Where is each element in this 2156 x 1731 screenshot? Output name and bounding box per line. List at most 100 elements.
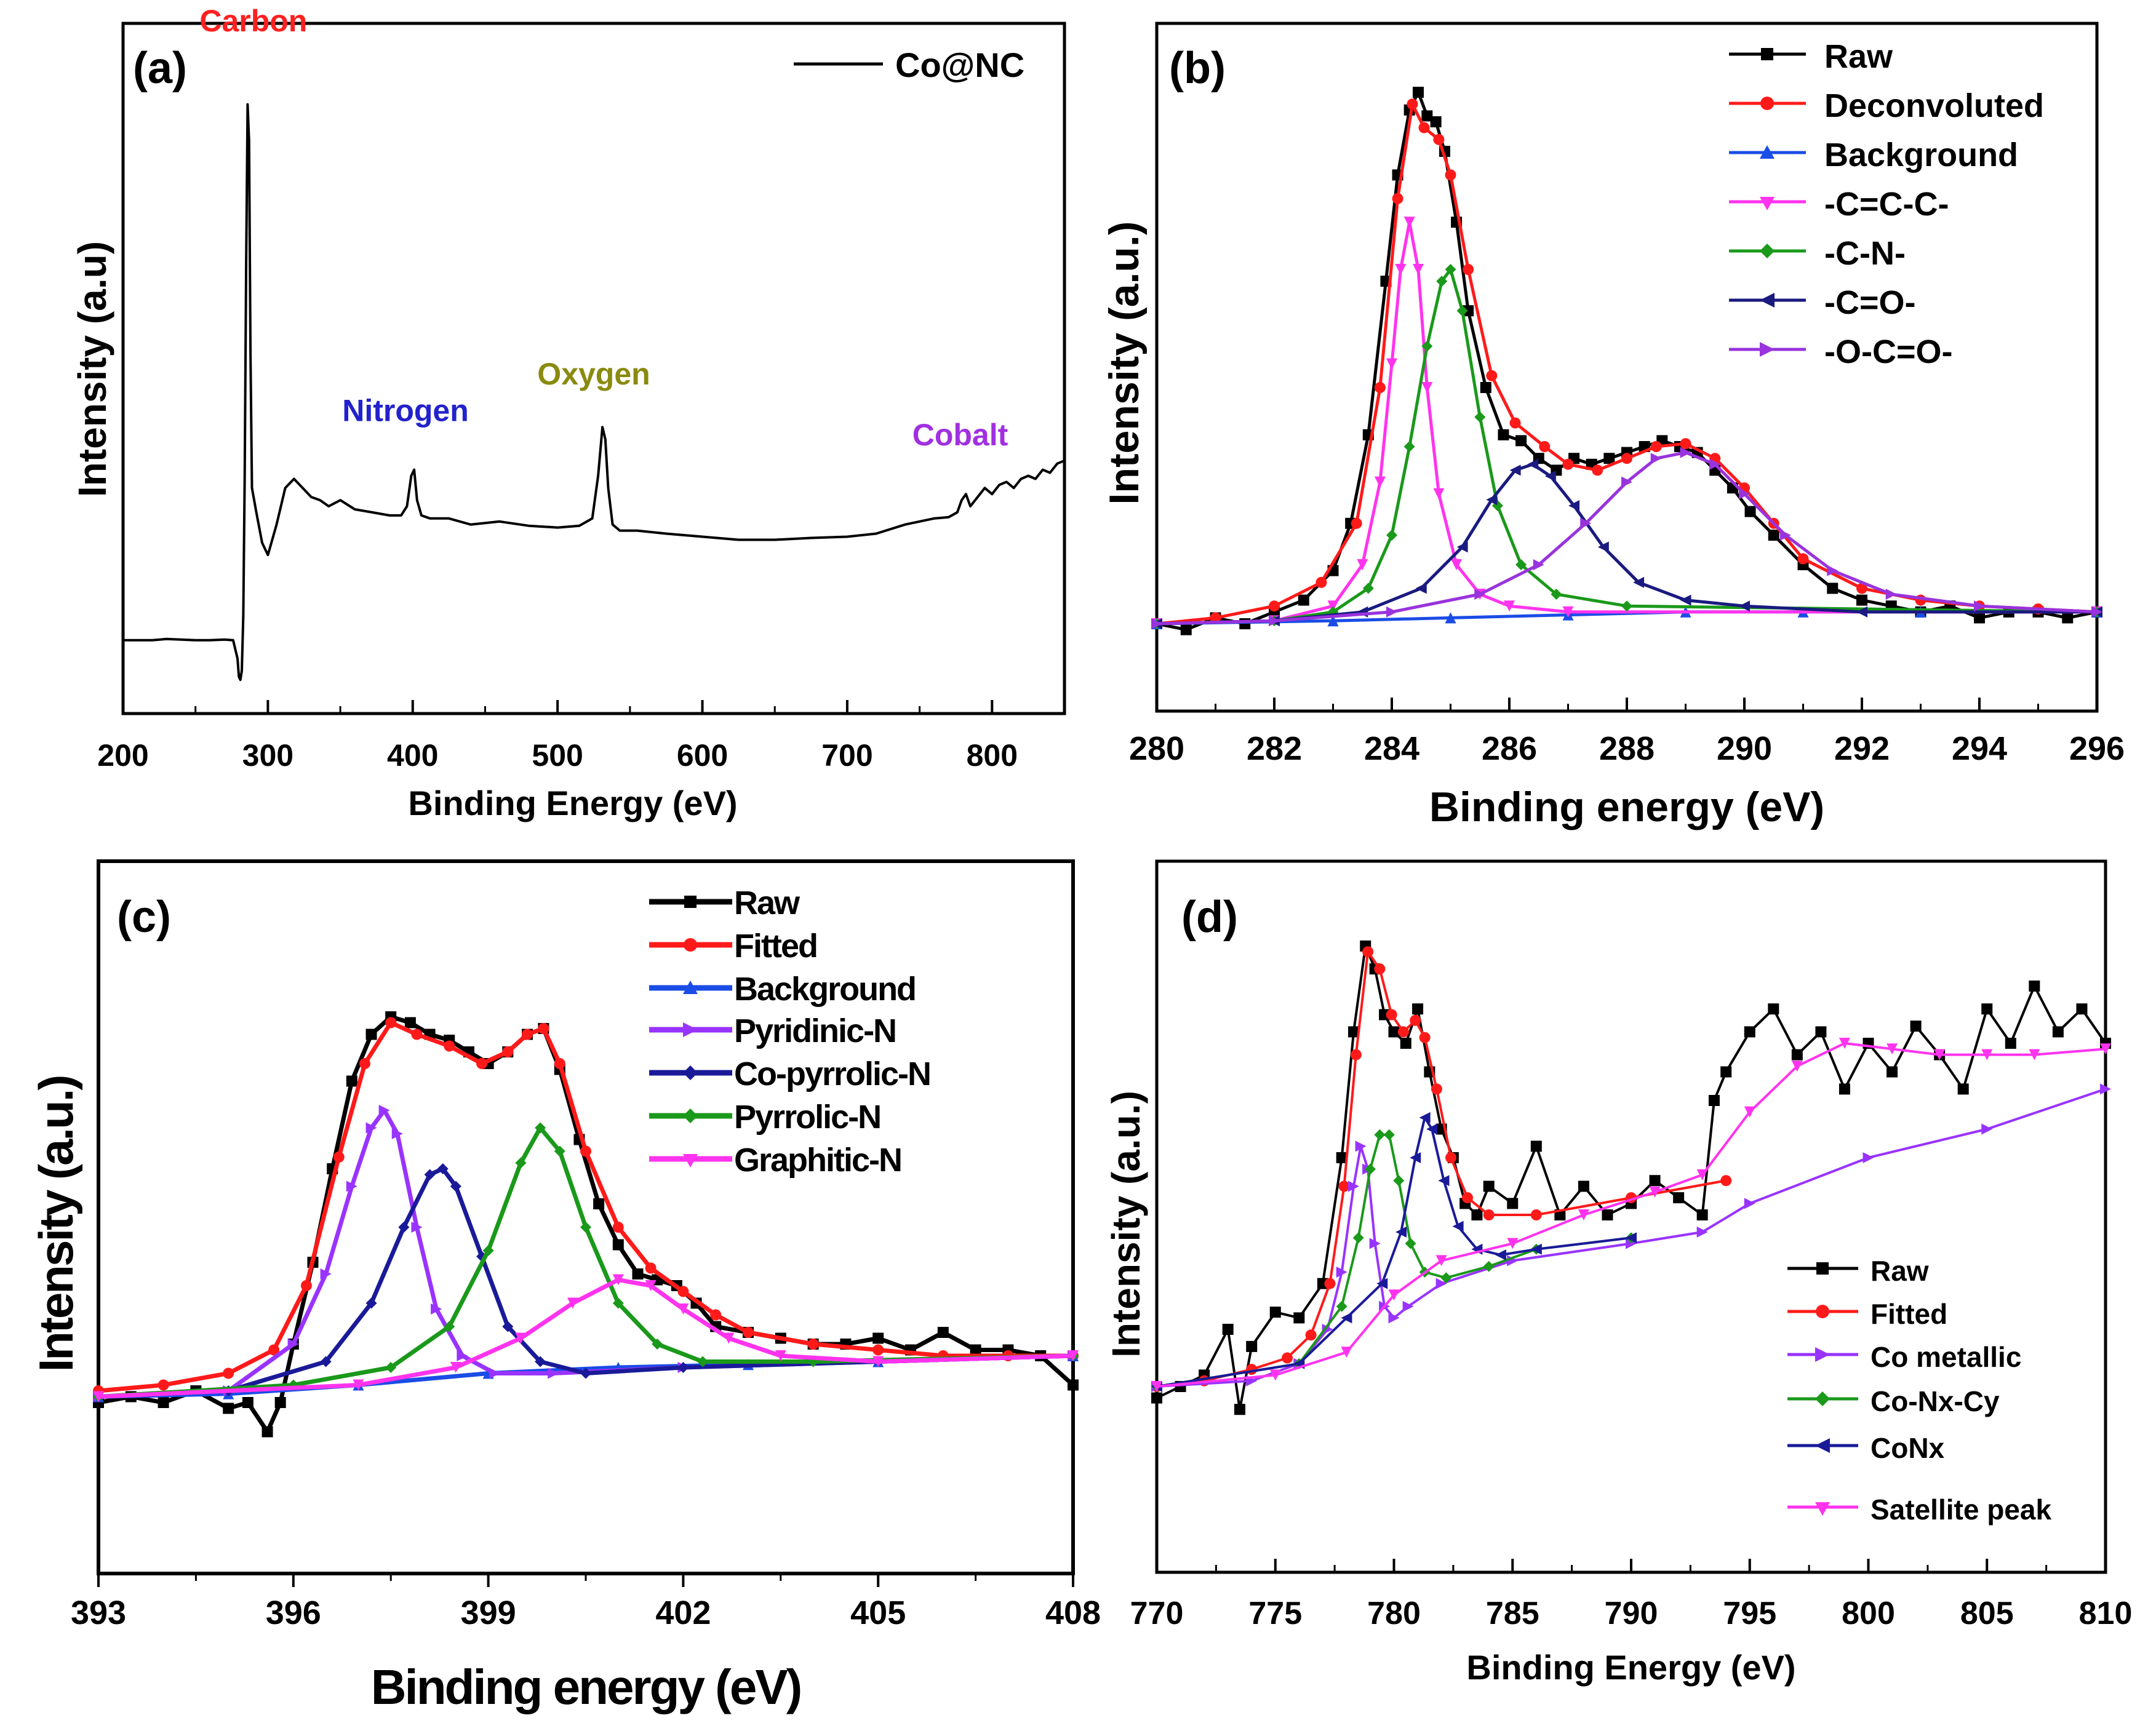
panel-2-point-pyrrolic-n-8 (580, 1222, 591, 1233)
panel-3-point-co-nx-cy-6 (1383, 1129, 1395, 1140)
panel-3-point-conx-8 (1438, 1175, 1450, 1187)
legend-label-fitted-c: Fitted (734, 928, 817, 965)
panel-1-point-c-o-7 (1527, 458, 1539, 470)
panel-3-point-raw-31 (1696, 1209, 1708, 1220)
panel-0-annotation-oxygen: Oxygen (537, 357, 650, 391)
panel-3-point-fitted-4 (1305, 1329, 1317, 1341)
panel-1-point-o-c-o-8 (1680, 447, 1691, 458)
panel-1-point-raw-18 (1480, 382, 1491, 393)
panel-2-point-fitted-9 (444, 1040, 455, 1052)
legend-label-raw: Raw (1824, 38, 1893, 75)
panel-2-point-raw-11 (346, 1075, 357, 1087)
legend-marker-raw-c (684, 896, 697, 908)
panel-1-point-deconvoluted-4 (1351, 517, 1362, 529)
panel-1-point-o-c-o-0 (1151, 618, 1162, 629)
panel-1-xtick-label-280: 280 (1129, 730, 1184, 767)
panel-2-point-pyridinic-n-7 (391, 1128, 403, 1139)
panel-a-plot-frame (121, 22, 1066, 715)
panel-1-point-raw-20 (1515, 435, 1527, 447)
panel-1-point-deconvoluted-19 (1680, 438, 1691, 450)
panel-1-point-c-n-6 (1421, 340, 1433, 352)
panel-b-xlabel: Binding energy (eV) (1429, 784, 1824, 830)
panel-2-point-pyrrolic-n-10 (652, 1339, 663, 1350)
legend-marker-conx-d (1815, 1438, 1830, 1453)
panel-3-point-co-metallic-4 (1336, 1267, 1348, 1278)
panel-3-series-line-satellite-peak (1156, 1042, 2106, 1388)
panel-1-point-c-n-10 (1474, 412, 1486, 423)
legend-label-co: -C=O- (1824, 284, 1916, 321)
panel-2-point-fitted-20 (743, 1327, 754, 1338)
panel-1-point-c-c-c-14 (1562, 606, 1574, 618)
panel-1-point-c-n-4 (1386, 530, 1397, 541)
legend-label-graphitic-c: Graphitic-N (734, 1142, 901, 1179)
legend-marker-oco (1760, 342, 1775, 357)
panel-1-point-o-c-o-2 (1386, 606, 1397, 618)
panel-2-point-fitted-8 (411, 1029, 423, 1040)
legend-marker-pyridinic-c (683, 1022, 698, 1037)
panel-c-xlabel: Binding energy (eV) (371, 1660, 801, 1714)
panel-3-xtick-label-800: 800 (1842, 1596, 1895, 1631)
panel-3-point-fitted-20 (1720, 1175, 1732, 1187)
panel-3-point-raw-4 (1234, 1404, 1245, 1415)
panel-1-point-c-o-5 (1486, 494, 1498, 506)
panel-3-point-fitted-6 (1338, 1180, 1350, 1192)
panel-3-point-satellite-peak-10 (1791, 1060, 1803, 1072)
panel-2-point-graphitic-n-1 (353, 1379, 364, 1391)
panel-1-point-c-c-c-4 (1374, 476, 1386, 488)
panel-2-point-co-pyrrolic-n-4 (398, 1222, 410, 1233)
legend-label-conx-d: CoNx (1871, 1432, 1945, 1464)
legend-marker-copyrrolic-c (683, 1065, 698, 1080)
panel-2-point-fitted-7 (385, 1017, 397, 1029)
legend-marker-deconvoluted (1760, 97, 1774, 110)
panel-3-point-satellite-peak-14 (1981, 1049, 1993, 1060)
panel-3-xtick-label-785: 785 (1486, 1596, 1539, 1631)
legend-label-deconvoluted: Deconvoluted (1824, 87, 2044, 124)
panel-1-point-c-o-10 (1597, 541, 1609, 553)
legend-label-cn: -C-N- (1824, 235, 1906, 272)
panel-2-point-pyridinic-n-10 (457, 1350, 468, 1361)
panel-1-xtick-label-284: 284 (1364, 730, 1419, 767)
panel-3-point-fitted-13 (1419, 1032, 1431, 1043)
panel-1-point-c-c-c-10 (1433, 488, 1445, 499)
panel-2-point-raw-25 (612, 1239, 624, 1251)
panel-2-xtick-label-402: 402 (655, 1594, 711, 1631)
panel-3-point-conx-12 (1530, 1243, 1542, 1255)
panel-1-series-line-deconvoluted (1156, 102, 2098, 626)
panel-3-point-satellite-peak-0 (1151, 1381, 1162, 1392)
panel-2-x-ticks: 393 396 399 402 405 408 (71, 1574, 1101, 1631)
panel-2-series-group (93, 1011, 1079, 1438)
panel-1-x-ticks: 280 282 284 286 288 290 292 294 296 (1129, 698, 2125, 767)
panel-3-point-conx-13 (1626, 1232, 1637, 1244)
panel-2-point-fitted-4 (300, 1280, 312, 1291)
panel-3-point-fitted-10 (1386, 1009, 1397, 1021)
panel-3-point-co-nx-cy-11 (1483, 1260, 1495, 1272)
panel-3-point-fitted-18 (1530, 1209, 1542, 1220)
panel-3-point-raw-36 (1791, 1049, 1803, 1060)
panel-3-point-raw-15 (1400, 1038, 1411, 1049)
panel-3-xtick-label-790: 790 (1605, 1596, 1658, 1631)
panel-2-point-graphitic-n-3 (515, 1332, 527, 1344)
panel-1-point-raw-5 (1298, 594, 1309, 606)
panel-2-point-fitted-5 (333, 1152, 345, 1163)
panel-1-point-o-c-o-3 (1474, 589, 1486, 600)
panel-2-point-pyrrolic-n-6 (535, 1122, 546, 1134)
panel-1-point-deconvoluted-13 (1509, 417, 1521, 429)
panel-3-point-raw-45 (2005, 1038, 2016, 1049)
panel-1-point-raw-25 (1603, 453, 1615, 464)
panel-2-point-graphitic-n-5 (612, 1274, 624, 1286)
panel-2-point-graphitic-n-11 (1068, 1350, 1079, 1361)
panel-3-point-raw-37 (1815, 1026, 1827, 1038)
panel-1-point-raw-33 (1744, 506, 1756, 517)
panel-2-point-fitted-6 (359, 1058, 370, 1069)
legend-label-satellite-d: Satellite peak (1871, 1494, 2051, 1526)
panel-d-ylabel: Intensity (a.u.) (1104, 1091, 1148, 1358)
panel-3-point-raw-30 (1673, 1192, 1685, 1204)
panel-1-point-deconvoluted-10 (1445, 169, 1456, 181)
panel-3-series-group (1151, 940, 2111, 1415)
panel-2-point-graphitic-n-2 (450, 1362, 461, 1373)
legend-marker-ccc (1760, 197, 1775, 210)
panel-2-point-pyridinic-n-4 (346, 1180, 357, 1192)
panel-3-point-raw-41 (1910, 1021, 1922, 1032)
panel-1-series-group (1151, 87, 2102, 635)
panel-3-xtick-label-805: 805 (1960, 1596, 2014, 1631)
